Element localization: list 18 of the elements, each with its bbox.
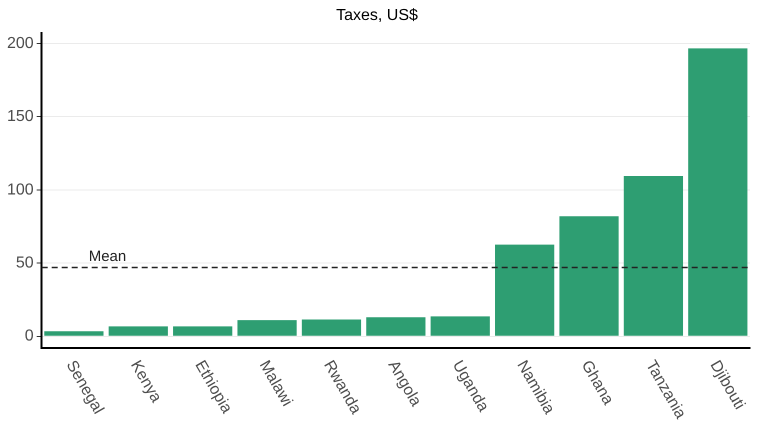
bar (495, 244, 554, 336)
y-tick-label: 200 (6, 34, 34, 52)
ref-line-label: Mean (88, 248, 126, 266)
bar (559, 216, 619, 336)
bar (44, 331, 104, 336)
chart-title: Taxes, US$ (336, 7, 418, 24)
bar (366, 317, 426, 336)
bar (688, 48, 748, 336)
bar (430, 316, 490, 336)
bar (624, 176, 684, 336)
y-tick-label: 150 (6, 108, 34, 126)
bar (302, 319, 362, 336)
bar (108, 326, 168, 336)
bar (173, 326, 232, 336)
y-tick-label: 50 (16, 254, 34, 272)
y-tick-label: 0 (24, 328, 34, 345)
y-tick-label: 100 (6, 181, 34, 198)
bar (237, 320, 297, 336)
